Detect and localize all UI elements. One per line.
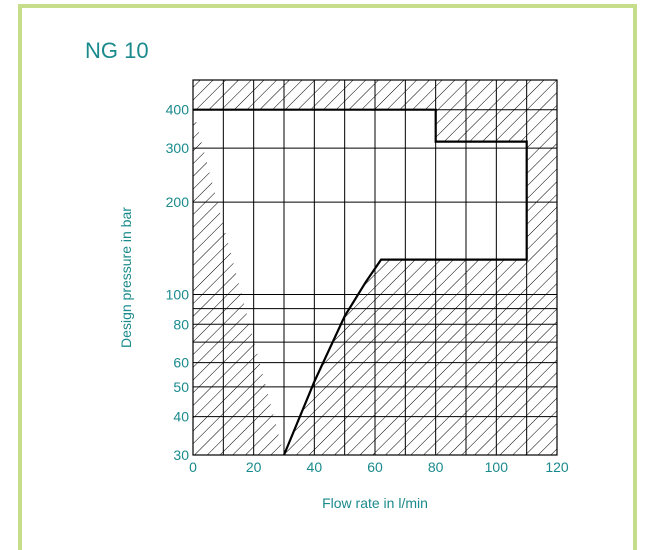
y-tick-label: 50 [173,379,189,395]
y-tick-label: 200 [166,194,190,210]
y-tick-label: 400 [166,102,190,118]
x-tick-label: 80 [428,459,444,475]
y-tick-label: 40 [173,409,189,425]
y-tick-label: 80 [173,316,189,332]
x-tick-label: 0 [189,459,197,475]
y-tick-label: 100 [166,287,190,303]
operating-limit-boundary [193,108,528,456]
x-axis-label: Flow rate in l/min [322,495,428,511]
y-axis-label: Design pressure in bar [118,207,134,348]
x-tick-label: 120 [545,459,569,475]
operating-limit-line [193,108,528,456]
plot-frame [192,79,558,456]
chart-title: NG 10 [85,38,149,63]
y-tick-label: 60 [173,355,189,371]
y-tick-label: 300 [166,140,190,156]
x-tick-label: 40 [307,459,323,475]
x-tick-label: 60 [367,459,383,475]
x-tick-label: 100 [485,459,509,475]
x-tick-label: 20 [246,459,262,475]
y-tick-label: 30 [173,447,189,463]
tick-labels: 0 20 40 60 80 100 120 30 40 50 60 80 100 200 300 400 [166,102,569,475]
